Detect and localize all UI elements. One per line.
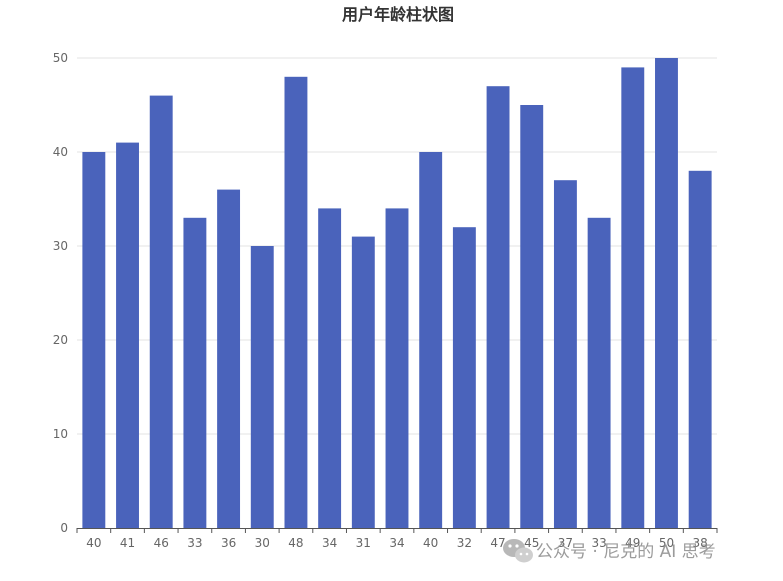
bar (250, 246, 274, 528)
bar (587, 217, 611, 529)
bar (284, 76, 308, 529)
x-tick-label: 33 (591, 536, 606, 550)
x-tick-label: 36 (221, 536, 236, 550)
x-tick-label: 50 (659, 536, 674, 550)
bar (419, 152, 443, 528)
x-tick-label: 45 (524, 536, 539, 550)
y-tick-label: 50 (53, 51, 68, 65)
x-tick-label: 33 (187, 536, 202, 550)
x-tick-label: 48 (288, 536, 303, 550)
bar (486, 86, 510, 528)
y-tick-label: 20 (53, 333, 68, 347)
x-axis: 40 41 46 33 36 30 48 34 31 34 40 32 47 45 37 33 49 50 38 (76, 528, 718, 550)
bar (149, 95, 173, 528)
bar (655, 58, 678, 528)
y-tick-label: 10 (53, 427, 68, 441)
x-tick-label: 40 (86, 536, 101, 550)
wechat-icon (503, 539, 533, 563)
x-tick-label: 49 (625, 536, 640, 550)
chart-title: 用户年龄柱状图 (342, 5, 454, 24)
x-tick-label: 38 (693, 536, 708, 550)
y-tick-label: 40 (53, 145, 68, 159)
y-tick-label: 0 (60, 521, 68, 535)
bar (520, 105, 544, 528)
bar (553, 180, 577, 528)
bars (82, 58, 712, 529)
x-tick-label: 30 (255, 536, 270, 550)
x-tick-label: 41 (120, 536, 135, 550)
x-tick-label: 32 (457, 536, 472, 550)
bar (217, 189, 241, 528)
bar (318, 208, 342, 528)
x-tick-label: 46 (154, 536, 169, 550)
bar (183, 217, 207, 529)
x-tick-label: 31 (356, 536, 371, 550)
x-tick-label: 40 (423, 536, 438, 550)
bar (116, 142, 139, 528)
y-axis: 0 10 20 30 40 50 (53, 51, 68, 535)
bar (351, 236, 375, 528)
bar (82, 152, 106, 528)
watermark-text: 公众号 · 尼克的 AI 思考 (536, 542, 716, 562)
x-tick-label: 37 (558, 536, 573, 550)
watermark: 公众号 · 尼克的 AI 思考 (503, 539, 716, 563)
bar (621, 67, 645, 529)
bar (688, 170, 712, 529)
bar (452, 227, 476, 528)
y-tick-label: 30 (53, 239, 68, 253)
x-tick-label: 47 (490, 536, 505, 550)
x-tick-label: 34 (389, 536, 404, 550)
x-tick-label: 34 (322, 536, 337, 550)
bar (385, 208, 409, 528)
